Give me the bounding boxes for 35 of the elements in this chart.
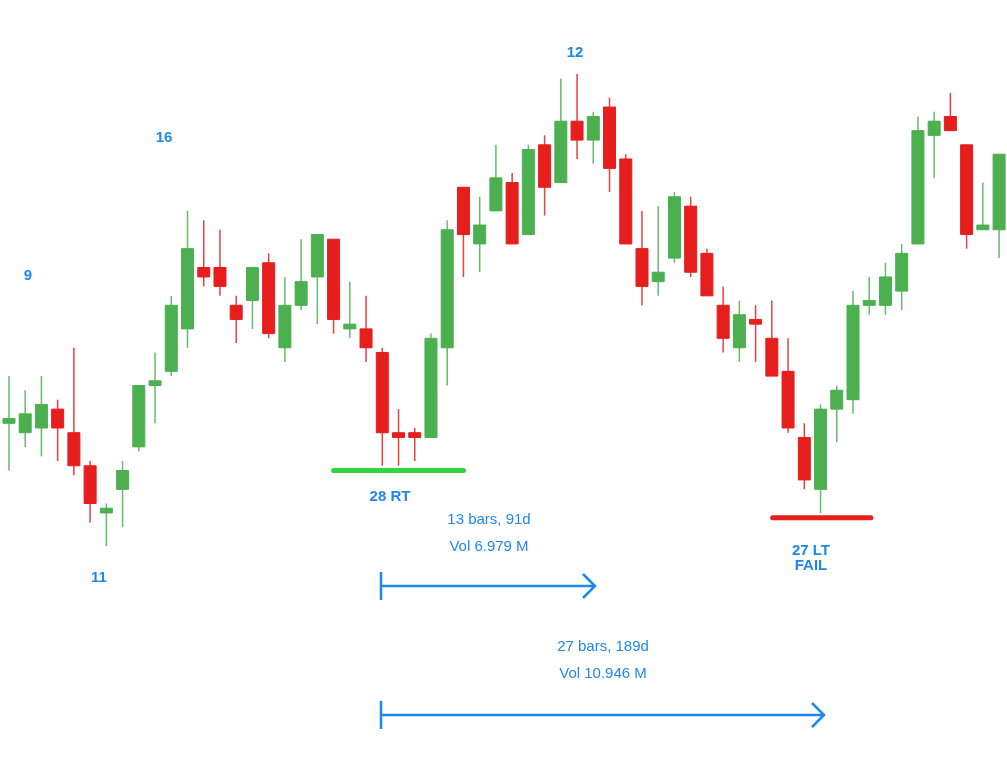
candlestick [392,408,406,467]
candlestick [18,389,32,448]
annotation: Vol 6.979 M [449,537,529,554]
candlestick [359,295,373,363]
candlestick [927,111,941,179]
candlestick [976,181,990,231]
candlestick [473,195,487,273]
candlestick [830,384,844,443]
candlestick [2,375,16,472]
annotation: 13 bars, 91d [447,510,531,527]
text: Vol 10.946 M [559,664,647,681]
candlestick [51,398,65,462]
candlestick [116,460,130,528]
ref-line-label: 27 LT FAIL [791,540,831,573]
candlestick [34,375,48,458]
text: 12 [566,43,584,60]
candlestick [651,205,665,297]
candlestick [213,229,227,297]
text: 27 bars, 189d [557,637,649,654]
annotation: 9 [23,266,33,283]
ref-line-label: 28 RT [369,487,411,505]
candlestick [197,219,211,288]
candlestick [570,73,584,160]
candlestick [148,351,162,425]
candlestick [943,92,957,132]
text: 11 [91,568,107,585]
candlestick [294,238,308,311]
candlestick [862,276,876,316]
annotation: 16 [155,128,173,145]
candlestick [343,280,357,340]
candlestick [99,502,113,547]
candlestick [229,295,243,344]
candlestick [586,111,600,165]
candlestick [749,304,763,363]
candlestick [408,427,422,462]
